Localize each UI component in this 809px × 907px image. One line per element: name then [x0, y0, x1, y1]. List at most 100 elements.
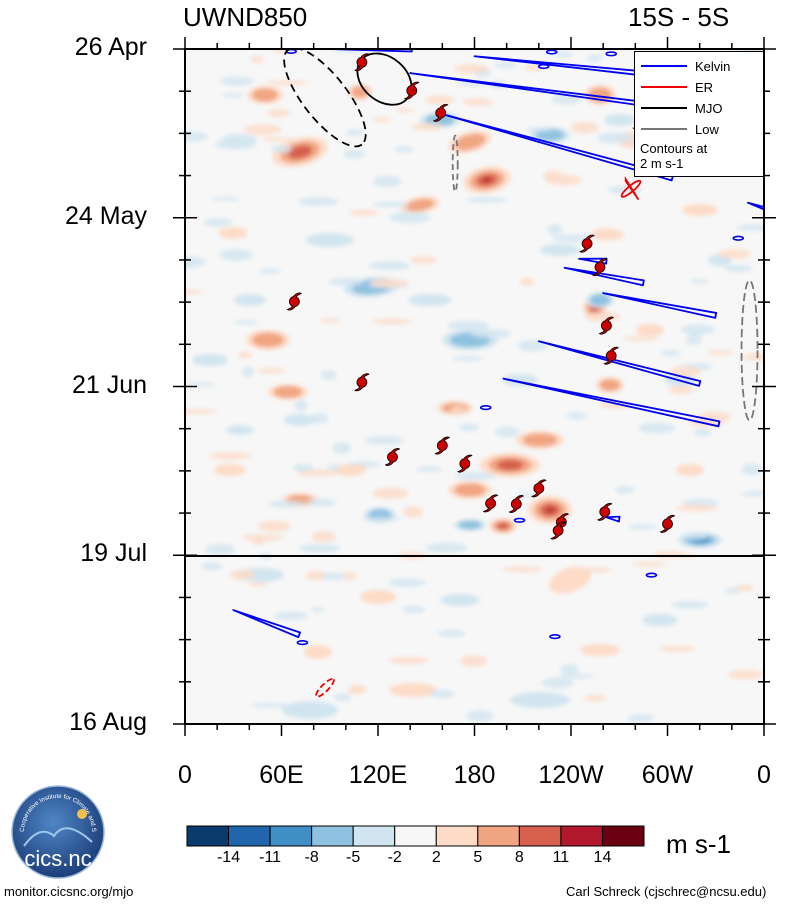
anomaly-speckle — [494, 62, 518, 69]
colorbar — [186, 825, 645, 847]
anomaly-speckle — [241, 534, 285, 541]
anomaly-speckle — [332, 442, 352, 454]
anomaly-speckle — [267, 500, 306, 508]
anomaly-patch — [483, 177, 491, 183]
legend-item-kelvin: Kelvin — [641, 57, 730, 75]
anomaly-speckle — [338, 463, 367, 471]
anomaly-speckle — [272, 49, 288, 54]
anomaly-speckle — [680, 324, 716, 335]
kelvin-contour — [537, 340, 702, 387]
tropical-cyclone-icon — [598, 316, 615, 335]
kelvin-contour — [578, 257, 608, 265]
kelvin-contour — [296, 640, 309, 646]
kelvin-contour — [502, 377, 721, 428]
x-tick-label: 60E — [259, 761, 304, 789]
anomaly-patch — [214, 464, 246, 476]
anomaly-speckle — [466, 196, 507, 203]
kelvin-contour — [732, 235, 745, 241]
tropical-cyclone-icon — [354, 373, 370, 392]
legend-item-mjo: MJO — [641, 99, 722, 117]
anomaly-speckle — [242, 366, 255, 377]
anomaly-speckle — [671, 601, 709, 609]
x-tick-label: 180 — [453, 761, 496, 789]
colorbar-swatch — [352, 825, 396, 847]
anomaly-patch — [540, 244, 580, 256]
anomaly-speckle — [372, 201, 410, 208]
cicsnc-logo: Cooperative Institute for Climate and Sa… — [10, 784, 105, 879]
tropical-cyclone-icon — [579, 234, 595, 253]
anomaly-speckle — [257, 520, 291, 532]
anomaly-speckle — [660, 350, 681, 357]
y-tick-label: 19 Jul — [80, 539, 147, 568]
anomaly-speckle — [502, 566, 543, 573]
anomaly-patch — [408, 294, 452, 306]
anomaly-speckle — [451, 356, 483, 361]
anomaly-speckle — [460, 654, 488, 667]
anomaly-speckle — [570, 121, 599, 134]
anomaly-speckle — [185, 408, 217, 415]
anomaly-speckle — [741, 491, 764, 497]
anomaly-patch — [548, 566, 592, 594]
anomaly-speckle — [250, 55, 264, 64]
anomaly-speckle — [578, 567, 613, 573]
anomaly-speckle — [459, 423, 479, 432]
anomaly-speckle — [541, 677, 574, 689]
kelvin-contour — [441, 113, 674, 182]
anomaly-speckle — [348, 209, 379, 216]
er-contour — [315, 678, 335, 698]
kelvin-contour — [537, 63, 550, 70]
anomaly-speckle — [425, 95, 455, 105]
legend-item-low: Low — [641, 120, 719, 138]
er-contour — [624, 176, 640, 201]
anomaly-speckle — [345, 128, 364, 137]
anomaly-speckle — [554, 51, 573, 58]
legend-mjo-swatch — [641, 107, 687, 109]
tropical-cyclone-markers — [286, 53, 676, 540]
anomaly-speckle — [220, 76, 255, 86]
anomaly-speckle — [694, 428, 712, 437]
tropical-cyclone-icon — [432, 103, 449, 122]
anomaly-patch — [360, 590, 396, 604]
anomaly-speckle — [494, 426, 520, 438]
anomaly-speckle — [222, 93, 244, 98]
legend-contour-note: Contours at 2 m s-1 — [640, 141, 708, 171]
tropical-cyclone-icon — [603, 346, 619, 365]
anomaly-patch — [389, 683, 437, 697]
anomaly-speckle — [519, 278, 535, 286]
anomaly-speckle — [270, 145, 292, 154]
colorbar-level-label: 2 — [431, 849, 441, 866]
anomaly-speckle — [621, 336, 659, 341]
anomaly-speckle — [364, 436, 405, 445]
anomaly-patch — [440, 594, 480, 606]
anomaly-speckle — [462, 98, 494, 106]
anomaly-speckle — [689, 279, 710, 284]
anomaly-speckle — [243, 124, 282, 135]
anomaly-patch — [306, 233, 354, 247]
legend-low-label: Low — [695, 121, 719, 137]
anomaly-speckle — [342, 572, 357, 581]
anomaly-speckle — [237, 351, 252, 359]
anomaly-speckle — [429, 689, 455, 699]
anomaly-patch — [252, 332, 284, 348]
anomaly-patch — [287, 145, 313, 159]
anomaly-speckle — [306, 498, 337, 507]
anomaly-speckle — [670, 365, 701, 378]
y-tick-label: 24 May — [65, 201, 147, 230]
anomaly-speckle — [402, 506, 424, 518]
colorbar-level-label: -14 — [216, 849, 241, 866]
anomaly-speckle — [743, 353, 764, 361]
latitude-band-label: 15S - 5S — [628, 2, 730, 32]
anomaly-speckle — [368, 261, 410, 271]
colorbar-level-label: -11 — [259, 849, 282, 866]
anomaly-speckle — [372, 487, 409, 499]
anomaly-speckle — [305, 570, 325, 581]
anomaly-patch — [252, 88, 278, 102]
kelvin-contour — [479, 404, 492, 411]
colorbar-swatch — [601, 825, 645, 847]
anomaly-patch — [273, 386, 303, 398]
anomaly-speckle — [614, 485, 634, 494]
colorbar-swatch — [477, 825, 520, 847]
anomaly-speckle — [410, 255, 438, 264]
anomaly-speckle — [684, 532, 708, 541]
anomaly-patch — [284, 414, 316, 426]
